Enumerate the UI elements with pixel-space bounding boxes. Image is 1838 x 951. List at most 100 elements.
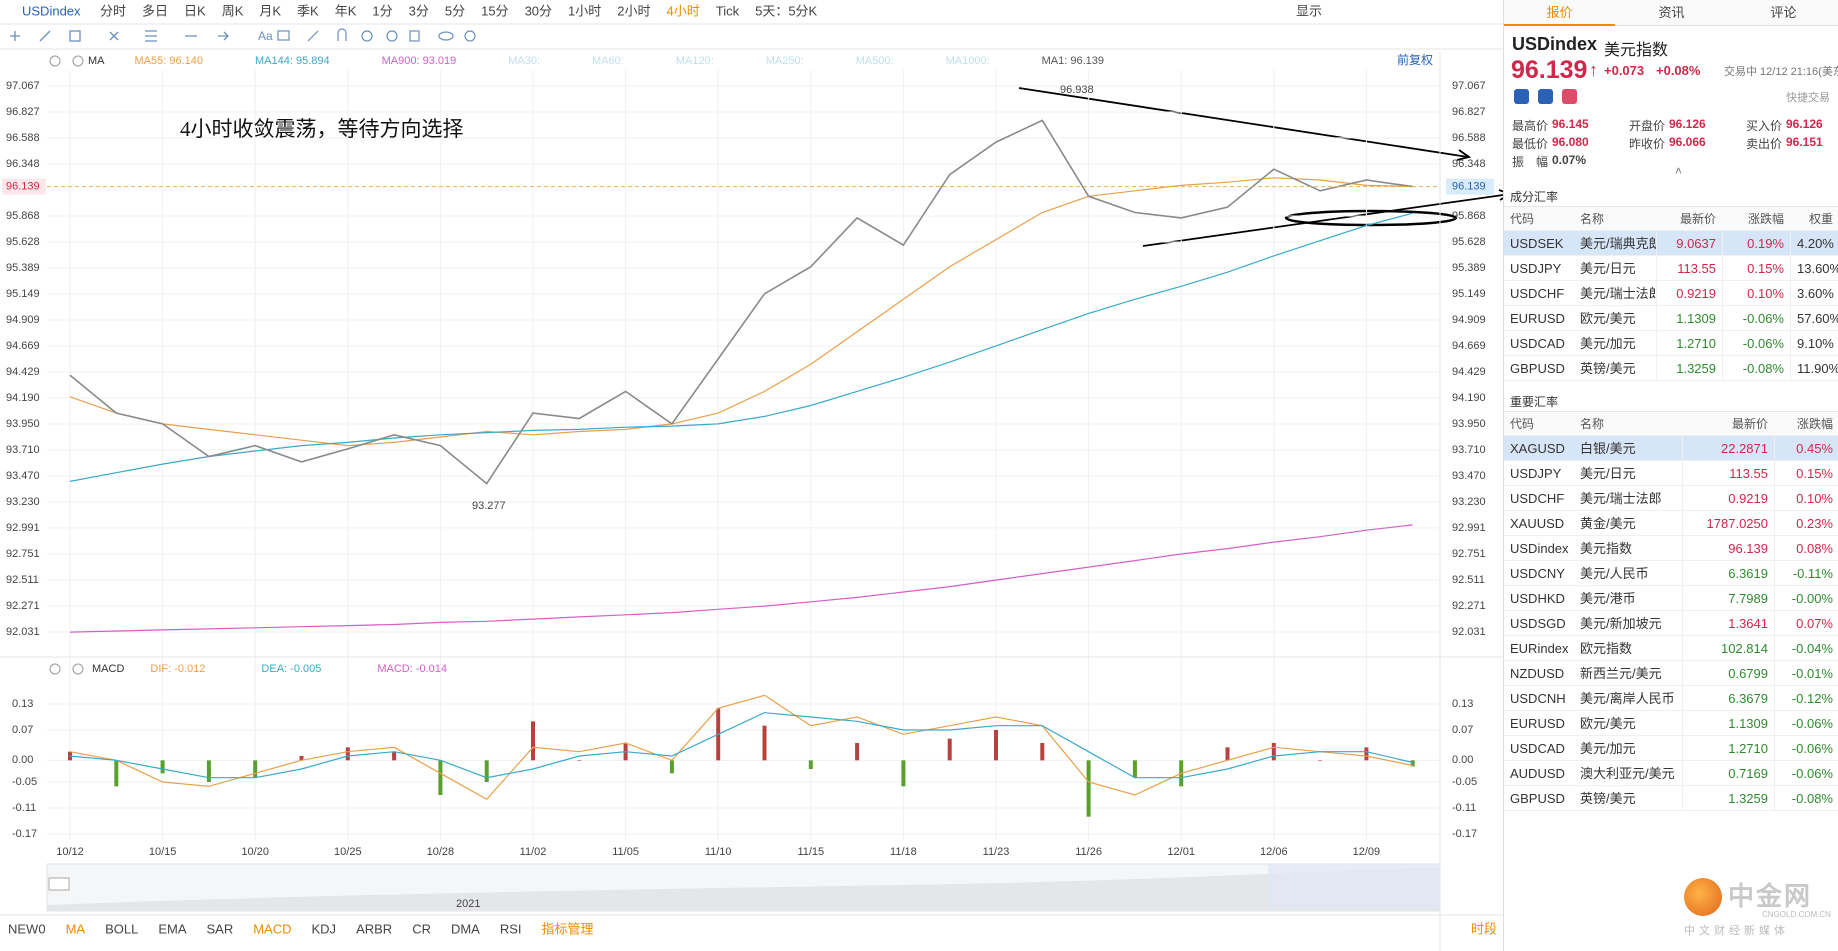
y-tick-label: -0.11 (1452, 802, 1476, 814)
settings-icon[interactable] (49, 55, 61, 67)
close-icon[interactable] (72, 663, 84, 675)
x-tick-label: 11/18 (890, 846, 917, 858)
table-row[interactable]: NZDUSD 新西兰元/美元 0.6799 -0.01% (1504, 661, 1838, 686)
indicator-tab[interactable]: EMA (158, 921, 187, 936)
indicator-tab[interactable]: CR (412, 921, 431, 936)
panel-tab[interactable]: 报价 (1504, 0, 1615, 26)
indicator-tab[interactable]: RSI (500, 921, 522, 936)
period-tab[interactable]: Tick (716, 3, 740, 18)
magnet-icon[interactable] (361, 30, 373, 42)
period-tab[interactable]: 15分 (481, 3, 508, 18)
indicator-tab[interactable]: SAR (206, 921, 233, 936)
navigator-handle[interactable] (48, 877, 70, 891)
settings-icon[interactable] (49, 663, 61, 675)
settings-icon[interactable] (464, 30, 476, 42)
measure-icon[interactable] (307, 28, 347, 42)
panel-tab[interactable]: 资讯 (1658, 5, 1685, 20)
table-row[interactable]: XAUUSD 黄金/美元 1787.0250 0.23% (1504, 511, 1838, 536)
comment-icon[interactable] (277, 30, 290, 41)
rect-icon[interactable] (69, 30, 81, 42)
close-icon[interactable] (72, 55, 84, 67)
action-icon[interactable] (1514, 89, 1529, 104)
legend-entry: MA60: (592, 55, 624, 67)
arrow-icon[interactable] (185, 31, 229, 41)
period-tab[interactable]: 5天：5分K (755, 3, 817, 18)
table-row[interactable]: EURUSD 欧元/美元 1.1309 -0.06% (1504, 711, 1838, 736)
period-tab[interactable]: 1分 (372, 3, 392, 18)
display-menu[interactable]: 显示 (1296, 3, 1322, 18)
table-row[interactable]: USDJPY 美元/日元 113.55 0.15% (1504, 461, 1838, 486)
panel-tab[interactable]: 评论 (1770, 5, 1797, 20)
period-tab[interactable]: 分时 (100, 3, 126, 18)
last-price: 1.3641 (1682, 611, 1774, 636)
hide-icon[interactable] (386, 30, 398, 42)
table-row[interactable]: USDJPY 美元/日元 113.55 0.15% 13.60% (1504, 256, 1838, 281)
table-row[interactable]: USDindex 美元指数 96.139 0.08% (1504, 536, 1838, 561)
eye-icon[interactable] (438, 31, 454, 41)
y-tick-label: 93.710 (6, 444, 40, 456)
indicator-tab[interactable]: ARBR (356, 921, 392, 936)
period-tab[interactable]: 3分 (409, 3, 429, 18)
table-row[interactable]: GBPUSD 英镑/美元 1.3259 -0.08% (1504, 786, 1838, 811)
indicator-tab[interactable]: MA (66, 921, 86, 936)
table-row[interactable]: USDSGD 美元/新加坡元 1.3641 0.07% (1504, 611, 1838, 636)
period-tab[interactable]: 1小时 (568, 3, 601, 18)
period-tab[interactable]: 周K (222, 3, 244, 18)
line-icon[interactable] (39, 30, 51, 42)
period-tab[interactable]: 季K (297, 3, 319, 18)
y-tick-label: 93.470 (1452, 470, 1486, 482)
symbol-name: 美元指数 (1604, 42, 1669, 59)
symbol[interactable]: USDindex (22, 3, 81, 18)
table-row[interactable]: AUDUSD 澳大利亚元/美元 0.7169 -0.06% (1504, 761, 1838, 786)
table-row[interactable]: XAGUSD 白银/美元 22.2871 0.45% (1504, 436, 1838, 461)
symbol: USDindex (1512, 34, 1598, 54)
period-tab[interactable]: 年K (335, 3, 357, 18)
indicator-tab[interactable]: MACD (253, 921, 291, 936)
quote-panel: 报价 资讯 评论 USDindex 美元指数 96.139 ↑ +0.073 +0.08% 交易中… (1503, 0, 1838, 951)
y-tick-label: 0.13 (12, 698, 33, 710)
crosshair-icon[interactable] (10, 31, 20, 41)
period-tab[interactable]: 月K (259, 3, 281, 18)
indicator-tab[interactable]: KDJ (312, 921, 337, 936)
fib-icon[interactable] (109, 31, 119, 41)
table-row[interactable]: EURUSD 欧元/美元 1.1309 -0.06% 57.60% (1504, 306, 1838, 331)
action-icon[interactable] (1538, 89, 1553, 104)
action-icon[interactable] (1562, 89, 1577, 104)
indicator-tab[interactable]: NEW0 (8, 921, 46, 936)
y-tick-label: 96.827 (6, 106, 40, 118)
channel-icon[interactable] (145, 30, 157, 42)
period-tab[interactable]: 5分 (445, 3, 465, 18)
adjust-toggle[interactable]: 前复权 (1397, 52, 1433, 67)
delete-icon[interactable] (409, 30, 420, 42)
table-row[interactable]: USDHKD 美元/港币 7.7989 -0.00% (1504, 586, 1838, 611)
macd-line (69, 694, 1413, 801)
table-row[interactable]: USDCNY 美元/人民币 6.3619 -0.11% (1504, 561, 1838, 586)
indicator-tab[interactable]: 指标管理 (542, 921, 594, 936)
navigator-window[interactable] (1268, 864, 1440, 911)
period-tab[interactable]: 日K (184, 3, 206, 18)
table-row[interactable]: USDCAD 美元/加元 1.2710 -0.06% 9.10% (1504, 331, 1838, 356)
tool-icons[interactable] (277, 28, 476, 42)
indicator-tab[interactable]: BOLL (105, 921, 138, 936)
quick-trade[interactable]: 快捷交易 (1786, 92, 1830, 104)
table-row[interactable]: GBPUSD 英镑/美元 1.3259 -0.08% 11.90% (1504, 356, 1838, 381)
period-tab[interactable]: 2小时 (617, 3, 650, 18)
table-row[interactable]: USDCHF 美元/瑞士法郎 0.9219 0.10% (1504, 486, 1838, 511)
table-row[interactable]: USDCNH 美元/离岸人民币 6.3679 -0.12% (1504, 686, 1838, 711)
period-tab[interactable]: 30分 (525, 3, 552, 18)
indicator-tab[interactable]: DMA (451, 921, 480, 936)
y-tick-label: 0.00 (12, 754, 33, 766)
name: 黄金/美元 (1580, 516, 1636, 531)
y-tick-label: 94.429 (6, 366, 40, 378)
text-tool[interactable]: Aa (258, 29, 273, 43)
table-row[interactable]: USDSEK 美元/瑞典克朗 9.0637 0.19% 4.20% (1504, 231, 1838, 256)
last-price: 1.3259 (1682, 786, 1774, 811)
session-tab[interactable]: 时段 (1471, 921, 1497, 936)
drawing-tools[interactable] (10, 30, 229, 42)
collapse-toggle[interactable]: ˄ (1675, 164, 1683, 178)
table-row[interactable]: USDCAD 美元/加元 1.2710 -0.06% (1504, 736, 1838, 761)
table-row[interactable]: USDCHF 美元/瑞士法郎 0.9219 0.10% 3.60% (1504, 281, 1838, 306)
period-tab[interactable]: 4小时 (667, 3, 700, 18)
table-row[interactable]: EURindex 欧元指数 102.814 -0.04% (1504, 636, 1838, 661)
period-tab[interactable]: 多日 (142, 3, 168, 18)
